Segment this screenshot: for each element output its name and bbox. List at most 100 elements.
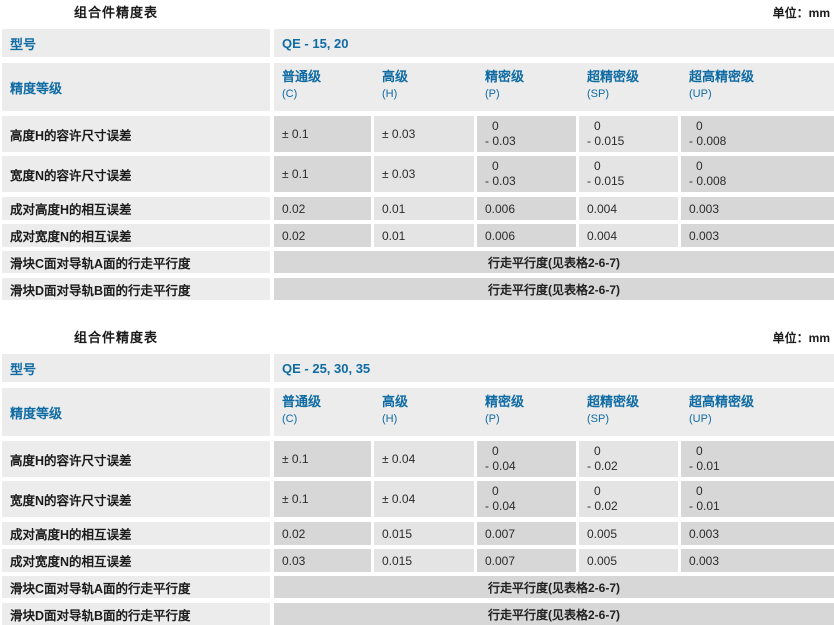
value-cell: 0- 0.04 <box>477 441 576 477</box>
value-cell: 0.03 <box>274 549 371 572</box>
value-line: ± 0.04 <box>382 491 416 506</box>
row-label-cell: 宽度N的容许尺寸误差 <box>2 481 270 517</box>
value-line: 0.02 <box>282 201 306 216</box>
value-line: - 0.015 <box>587 134 625 148</box>
grade-column-header: 普通级 (C) <box>274 63 371 111</box>
value-cell: 0.02 <box>274 224 371 247</box>
grade-name: 高级 <box>382 394 409 409</box>
value-cell: ± 0.03 <box>374 156 474 192</box>
span-value-cell: 行走平行度(见表格2-6-7) <box>274 278 834 300</box>
value-cell: 0- 0.03 <box>477 156 576 192</box>
value-line: - 0.008 <box>689 174 727 188</box>
value-line: - 0.02 <box>587 499 618 513</box>
value-cell: 0- 0.02 <box>579 481 678 517</box>
grade-label-cell: 精度等级 <box>2 388 270 436</box>
value-line: 0.01 <box>382 228 406 243</box>
row-values: 0.02 0.01 0.006 0.004 0.003 <box>274 224 834 247</box>
row-label-cell: 高度H的容许尺寸误差 <box>2 116 270 152</box>
grade-code: (H) <box>382 88 398 100</box>
value-line: 0.003 <box>689 526 720 541</box>
value-line: 0 <box>594 444 601 458</box>
value-line: ± 0.04 <box>382 451 416 466</box>
value-cell: 0.015 <box>374 549 474 572</box>
value-cell: 0.007 <box>477 522 576 545</box>
value-cell: 0.003 <box>681 522 834 545</box>
row-label-cell: 高度H的容许尺寸误差 <box>2 441 270 477</box>
value-line: 0 <box>696 484 703 498</box>
value-line: 0 <box>492 484 499 498</box>
model-value-cell: QE - 15, 20 <box>274 29 834 57</box>
value-cell: 0.006 <box>477 197 576 220</box>
value-line: - 0.02 <box>587 459 618 473</box>
span-label-cell: 滑块C面对导轨A面的行走平行度 <box>2 251 270 273</box>
value-cell: 0- 0.03 <box>477 116 576 152</box>
value-cell: 0.005 <box>579 549 678 572</box>
table-row: 宽度N的容许尺寸误差 ± 0.1 ± 0.04 0- 0.04 0- 0.02 0- 0.… <box>2 481 834 517</box>
parallelism-row: 滑块C面对导轨A面的行走平行度 行走平行度(见表格2-6-7) <box>2 576 834 598</box>
value-line: 0.03 <box>282 553 306 568</box>
value-line: 0.007 <box>485 553 516 568</box>
grade-header-row: 精度等级 普通级 (C) 高级 (H) 精密级 (P) 超精密级 (SP) 超高精密级 (UP) <box>2 388 834 436</box>
value-cell: 0.003 <box>681 549 834 572</box>
grade-code: (H) <box>382 413 398 425</box>
grade-label-cell: 精度等级 <box>2 63 270 111</box>
value-cell: 0- 0.015 <box>579 156 678 192</box>
value-cell: 0.003 <box>681 224 834 247</box>
table-header-line: 组合件精度表 单位：mm <box>2 5 834 21</box>
grade-name: 普通级 <box>282 394 322 409</box>
value-line: - 0.03 <box>485 174 516 188</box>
value-line: 0.003 <box>689 228 720 243</box>
precision-tables-container: 组合件精度表 单位：mm 型号 QE - 15, 20 精度等级 普通级 (C) 高级 (H) 精… <box>2 5 834 625</box>
table-header-line: 组合件精度表 单位：mm <box>2 330 834 346</box>
model-row: 型号 QE - 15, 20 <box>2 29 834 57</box>
grade-column-header: 超高精密级 (UP) <box>681 388 834 436</box>
value-cell: 0- 0.02 <box>579 441 678 477</box>
value-line: 0.005 <box>587 526 618 541</box>
grade-name: 精密级 <box>485 394 525 409</box>
value-line: 0.015 <box>382 526 413 541</box>
value-cell: 0.006 <box>477 224 576 247</box>
grade-name: 超高精密级 <box>689 69 755 84</box>
value-cell: 0.005 <box>579 522 678 545</box>
grade-name: 超精密级 <box>587 69 640 84</box>
grade-code: (C) <box>282 413 298 425</box>
span-value-cell: 行走平行度(见表格2-6-7) <box>274 251 834 273</box>
value-line: - 0.015 <box>587 174 625 188</box>
value-line: 0.004 <box>587 228 618 243</box>
precision-table: 组合件精度表 单位：mm 型号 QE - 15, 20 精度等级 普通级 (C) 高级 (H) 精… <box>2 5 834 300</box>
value-line: 0.004 <box>587 201 618 216</box>
model-label-cell: 型号 <box>2 354 270 382</box>
value-cell: 0- 0.04 <box>477 481 576 517</box>
value-cell: 0.02 <box>274 197 371 220</box>
value-cell: ± 0.1 <box>274 481 371 517</box>
parallelism-row: 滑块D面对导轨B面的行走平行度 行走平行度(见表格2-6-7) <box>2 603 834 625</box>
grade-column-header: 超精密级 (SP) <box>579 388 678 436</box>
table-row: 宽度N的容许尺寸误差 ± 0.1 ± 0.03 0- 0.03 0- 0.015 0- 0… <box>2 156 834 192</box>
table-row: 成对宽度N的相互误差 0.02 0.01 0.006 0.004 0.003 <box>2 224 834 247</box>
value-line: ± 0.1 <box>282 451 309 466</box>
row-values: ± 0.1 ± 0.04 0- 0.04 0- 0.02 0- 0.01 <box>274 481 834 517</box>
table-title: 组合件精度表 <box>74 330 159 345</box>
table-row: 高度H的容许尺寸误差 ± 0.1 ± 0.03 0- 0.03 0- 0.015 0- 0… <box>2 116 834 152</box>
value-line: 0 <box>492 159 499 173</box>
value-cell: 0- 0.01 <box>681 441 834 477</box>
value-cell: 0- 0.015 <box>579 116 678 152</box>
value-line: 0 <box>492 119 499 133</box>
model-value-cell: QE - 25, 30, 35 <box>274 354 834 382</box>
grade-column-header: 普通级 (C) <box>274 388 371 436</box>
value-line: 0.005 <box>587 553 618 568</box>
value-cell: ± 0.1 <box>274 116 371 152</box>
grade-columns: 普通级 (C) 高级 (H) 精密级 (P) 超精密级 (SP) 超高精密级 (UP) <box>274 388 834 436</box>
row-label-cell: 宽度N的容许尺寸误差 <box>2 156 270 192</box>
grade-code: (P) <box>485 88 500 100</box>
row-label-cell: 成对高度H的相互误差 <box>2 197 270 220</box>
value-line: - 0.04 <box>485 499 516 513</box>
span-label-cell: 滑块C面对导轨A面的行走平行度 <box>2 576 270 598</box>
grade-code: (SP) <box>587 88 609 100</box>
table-row: 成对高度H的相互误差 0.02 0.01 0.006 0.004 0.003 <box>2 197 834 220</box>
grade-columns: 普通级 (C) 高级 (H) 精密级 (P) 超精密级 (SP) 超高精密级 (UP) <box>274 63 834 111</box>
row-label-cell: 成对高度H的相互误差 <box>2 522 270 545</box>
grade-column-header: 精密级 (P) <box>477 388 576 436</box>
row-values: 0.02 0.01 0.006 0.004 0.003 <box>274 197 834 220</box>
value-line: 0 <box>696 119 703 133</box>
